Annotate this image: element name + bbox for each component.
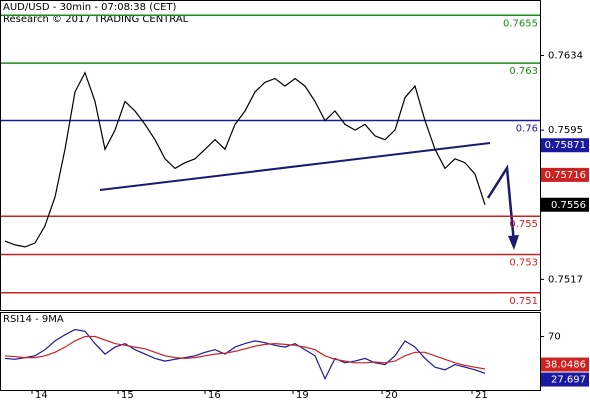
x-tick-label: 14	[35, 390, 48, 400]
price-tag-label: 38.0486	[545, 360, 586, 371]
price-tag	[541, 197, 589, 212]
price-tag-label: 0.75716	[545, 170, 586, 181]
price-tag-label: 27.697	[551, 375, 586, 386]
price-tag	[541, 167, 589, 182]
price-tag	[541, 357, 589, 372]
x-tick-label: 19	[296, 390, 309, 400]
trend-line	[99, 142, 491, 191]
y-tick-label: 0.7634	[548, 50, 583, 61]
rsi-title: RSI14 - 9MA	[3, 314, 64, 325]
price-tag-label: 0.75871	[545, 140, 586, 151]
price-tag	[541, 372, 589, 387]
level-label: 0.76	[516, 124, 538, 135]
x-tick-label: 16	[208, 390, 221, 400]
level-label: 0.763	[509, 66, 538, 77]
level-label: 0.751	[509, 296, 538, 307]
price-tag-label: 0.7556	[551, 200, 586, 211]
chart-title: AUD/USD - 30min - 07:08:38 (CET)	[3, 2, 177, 13]
x-tick-label: 21	[475, 390, 488, 400]
y-tick-label: 0.7517	[548, 274, 583, 285]
price-tag	[541, 138, 589, 153]
x-tick-label: 15	[121, 390, 134, 400]
x-tick-label: 20	[385, 390, 398, 400]
level-label: 0.755	[509, 219, 538, 230]
rsi-tick-label: 70	[548, 332, 561, 343]
rsi-panel	[0, 312, 541, 391]
chart-subtitle: Research © 2017 TRADING CENTRAL	[3, 14, 189, 25]
level-label: 0.7655	[503, 18, 538, 29]
arrow-head	[508, 235, 519, 250]
price-panel	[0, 0, 541, 311]
series-line	[4, 71, 486, 248]
level-label: 0.753	[509, 258, 538, 269]
y-tick-label: 0.7595	[548, 125, 583, 136]
series-line	[4, 328, 486, 381]
series-line	[4, 335, 486, 370]
forecast-arrow	[486, 164, 516, 244]
